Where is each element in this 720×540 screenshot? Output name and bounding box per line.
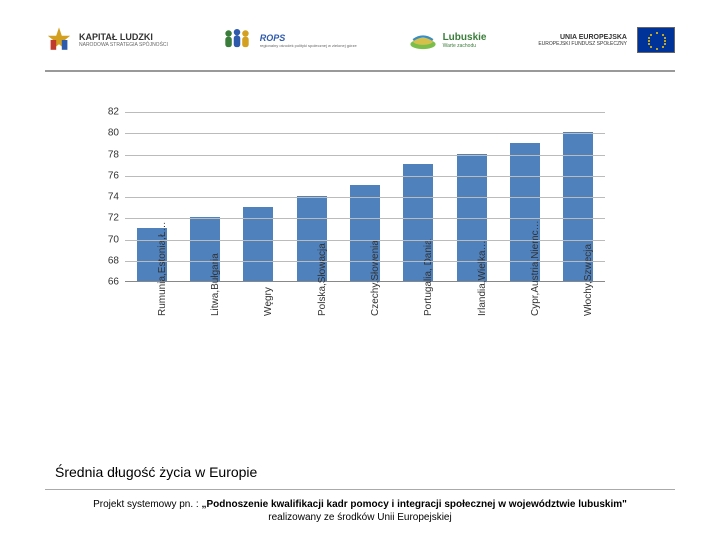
x-tick-label: Włochy,Szwecja (583, 286, 594, 316)
life-expectancy-chart: 666870727476788082 Rumunia,Estonia,Ł…Lit… (95, 112, 615, 422)
logo-kapital-sub: NARODOWA STRATEGIA SPÓJNOŚCI (79, 42, 168, 48)
footer-line1b: „Podnoszenie kwalifikacji kadr pomocy i … (201, 499, 626, 510)
y-tick-label: 78 (108, 149, 119, 160)
logo-rops: ROPS regionalny ośrodek polityki społecz… (220, 27, 357, 53)
y-tick-label: 72 (108, 213, 119, 224)
logo-kapital-title: KAPITAŁ LUDZKI (79, 32, 153, 42)
logo-rops-title: ROPS (260, 33, 286, 43)
landscape-icon (409, 30, 437, 50)
logo-lubuskie: Lubuskie Warte zachodu (409, 30, 487, 50)
y-tick-label: 68 (108, 255, 119, 266)
chart-caption: Średnia długość życia w Europie (55, 464, 257, 480)
y-axis: 666870727476788082 (95, 112, 123, 282)
logo-eu: UNIA EUROPEJSKA EUROPEJSKI FUNDUSZ SPOŁE… (538, 27, 675, 53)
footer-line1a: Projekt systemowy pn. : (93, 499, 201, 510)
x-tick-label: Cypr,Austria,Niemc… (530, 286, 541, 316)
star-person-icon (45, 26, 73, 54)
x-tick-label: Czechy,Słowenia (370, 286, 381, 316)
logo-eu-title: UNIA EUROPEJSKA (560, 34, 627, 41)
y-tick-label: 76 (108, 170, 119, 181)
gridline (125, 112, 605, 113)
logo-lubuskie-sub: Warte zachodu (443, 43, 476, 49)
header-logos: KAPITAŁ LUDZKI NARODOWA STRATEGIA SPÓJNO… (0, 0, 720, 70)
y-tick-label: 74 (108, 192, 119, 203)
y-tick-label: 66 (108, 277, 119, 288)
x-axis: Rumunia,Estonia,Ł… Litwa,Bułgaria Węgry Pol… (125, 284, 605, 424)
y-tick-label: 70 (108, 234, 119, 245)
eu-flag-icon (637, 27, 675, 53)
y-tick-label: 82 (108, 107, 119, 118)
footer-divider (45, 489, 675, 490)
gridline (125, 133, 605, 134)
x-tick-label: Rumunia,Estonia,Ł… (157, 286, 168, 316)
x-tick-label: Węgry (263, 286, 274, 316)
footer-line2: realizowany ze środków Unii Europejskiej (0, 511, 720, 524)
logo-eu-sub: EUROPEJSKI FUNDUSZ SPOŁECZNY (538, 41, 627, 47)
x-tick-label: Portugalia, Dania (423, 286, 434, 316)
gridline (125, 155, 605, 156)
x-tick-label: Irlandia,Wielka… (477, 286, 488, 316)
logo-kapital-ludzki: KAPITAŁ LUDZKI NARODOWA STRATEGIA SPÓJNO… (45, 26, 168, 54)
gridline (125, 261, 605, 262)
logo-lubuskie-title: Lubuskie (443, 32, 487, 43)
logo-rops-sub: regionalny ośrodek polityki społecznej w… (260, 43, 357, 48)
gridline (125, 176, 605, 177)
header-divider (45, 70, 675, 72)
y-tick-label: 80 (108, 128, 119, 139)
x-tick-label: Polska,Słowacja (317, 286, 328, 316)
footer-text: Projekt systemowy pn. : „Podnoszenie kwa… (0, 498, 720, 524)
x-tick-label: Litwa,Bułgaria (210, 286, 221, 316)
people-icon (220, 27, 254, 53)
gridline (125, 240, 605, 241)
gridline (125, 218, 605, 219)
gridline (125, 197, 605, 198)
